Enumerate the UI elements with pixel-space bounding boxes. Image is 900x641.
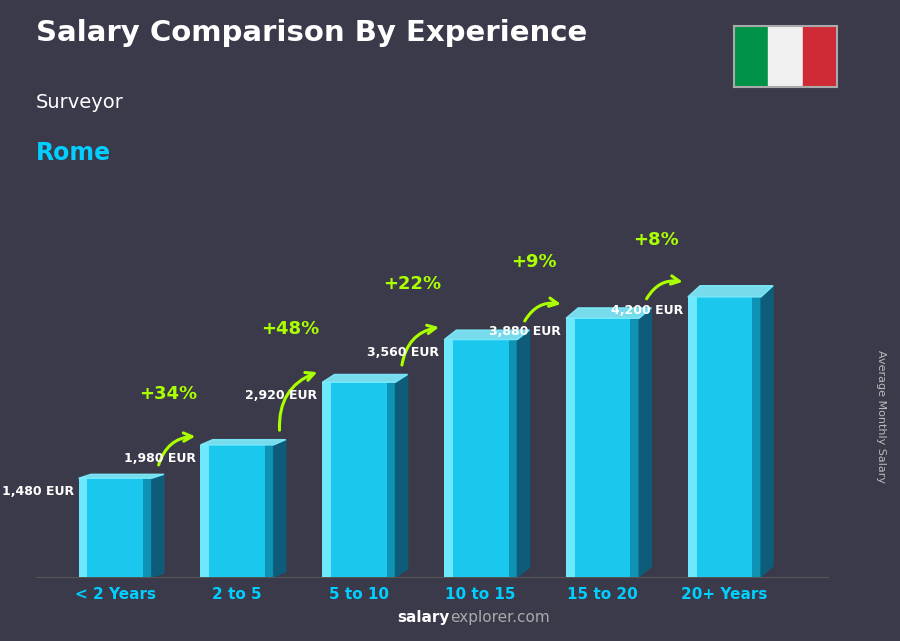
Text: Surveyor: Surveyor — [36, 93, 124, 112]
Text: +8%: +8% — [633, 231, 679, 249]
Text: +22%: +22% — [382, 276, 441, 294]
Polygon shape — [688, 286, 773, 297]
Bar — [143, 478, 152, 577]
Bar — [78, 478, 87, 577]
Polygon shape — [566, 308, 652, 318]
Bar — [322, 382, 331, 577]
Polygon shape — [395, 374, 408, 577]
Bar — [201, 445, 210, 577]
Polygon shape — [322, 374, 408, 382]
Polygon shape — [639, 308, 652, 577]
Bar — [445, 340, 518, 577]
Bar — [752, 297, 761, 577]
Bar — [566, 318, 575, 577]
Bar — [78, 478, 152, 577]
Bar — [768, 26, 803, 87]
Bar — [265, 445, 274, 577]
Polygon shape — [761, 286, 773, 577]
Bar — [688, 297, 697, 577]
Polygon shape — [445, 330, 529, 340]
Bar — [803, 26, 837, 87]
Polygon shape — [518, 330, 529, 577]
Bar — [201, 445, 274, 577]
Bar — [734, 26, 768, 87]
Text: 3,880 EUR: 3,880 EUR — [490, 325, 562, 338]
Bar — [630, 318, 639, 577]
Polygon shape — [201, 440, 286, 445]
Text: 2,920 EUR: 2,920 EUR — [246, 389, 318, 402]
Polygon shape — [78, 474, 164, 478]
Text: Rome: Rome — [36, 141, 111, 165]
Text: 3,560 EUR: 3,560 EUR — [367, 346, 439, 359]
Polygon shape — [152, 474, 164, 577]
Text: +9%: +9% — [511, 253, 556, 271]
Bar — [688, 297, 761, 577]
Text: salary: salary — [398, 610, 450, 625]
Text: +48%: +48% — [261, 320, 320, 338]
Bar — [322, 382, 395, 577]
Text: Salary Comparison By Experience: Salary Comparison By Experience — [36, 19, 587, 47]
Bar — [387, 382, 395, 577]
Text: Average Monthly Salary: Average Monthly Salary — [877, 350, 886, 483]
Text: 1,480 EUR: 1,480 EUR — [2, 485, 74, 498]
Text: 4,200 EUR: 4,200 EUR — [611, 304, 683, 317]
Bar — [508, 340, 518, 577]
Text: explorer.com: explorer.com — [450, 610, 550, 625]
Bar — [445, 340, 453, 577]
Polygon shape — [274, 440, 286, 577]
Bar — [566, 318, 639, 577]
Text: +34%: +34% — [140, 385, 197, 403]
Text: 1,980 EUR: 1,980 EUR — [123, 451, 195, 465]
